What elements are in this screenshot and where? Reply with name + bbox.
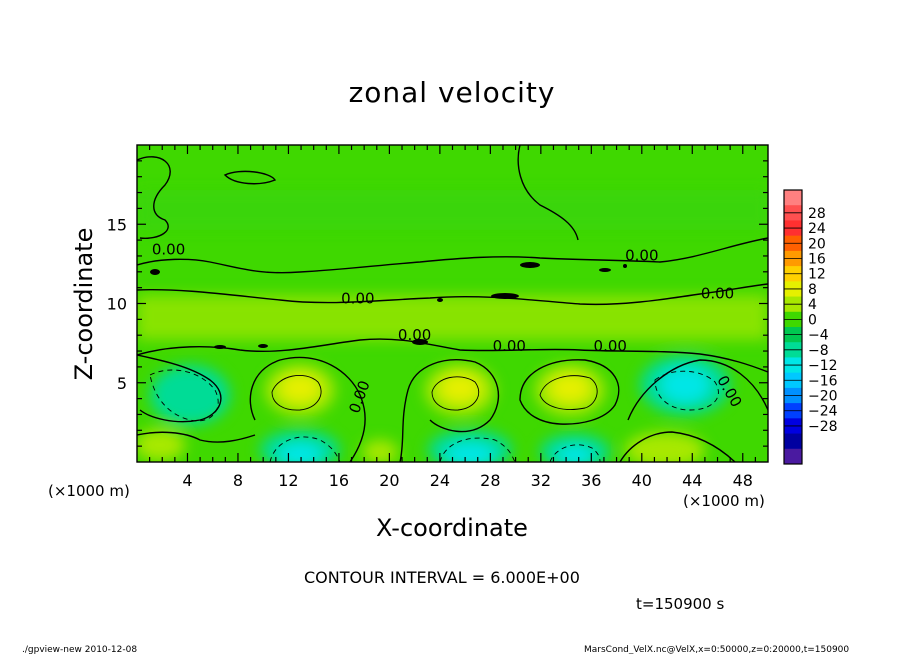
x-tick-label: 28 [480, 471, 500, 490]
y-axis-label: Z-coordinate [70, 228, 98, 381]
x-unit-left: (×1000 m) [48, 482, 130, 500]
colorbar-label: −4 [808, 328, 829, 344]
colorbar-swatch [784, 433, 802, 450]
negative-contours [149, 369, 719, 462]
contour-lines [137, 145, 768, 462]
y-tick-label: 15 [107, 215, 127, 234]
plot-area [137, 145, 768, 462]
x-tick-label: 4 [182, 471, 192, 490]
colorbar-swatch [784, 190, 802, 206]
colorbar-label: 28 [808, 206, 826, 222]
footer-left: ./gpview-new 2010-12-08 [22, 645, 137, 654]
contour-label: 0.00 [493, 337, 526, 355]
colorbar-label: 20 [808, 236, 826, 252]
footer-right: MarsCond_VelX.nc@VelX,x=0:50000,z=0:2000… [584, 645, 849, 654]
x-tick-label: 32 [531, 471, 551, 490]
color-field [137, 190, 768, 462]
colorbar-label: −16 [808, 373, 838, 389]
x-tick-label: 8 [233, 471, 243, 490]
x-tick-label: 36 [581, 471, 601, 490]
contour-label: 0.00 [398, 326, 431, 344]
x-tick-label: 40 [632, 471, 652, 490]
time-label: t=150900 s [636, 595, 724, 613]
x-tick-label: 20 [379, 471, 399, 490]
colorbar-label: 16 [808, 252, 826, 268]
contour-label: 0.00 [594, 337, 627, 355]
chart-title: zonal velocity [349, 76, 556, 109]
x-tick-label: 24 [430, 471, 450, 490]
contour-labels: 0.000.000.000.000.000.000.000.00 0.00 [152, 240, 746, 415]
contour-label: 0.00 [701, 285, 734, 303]
colorbar-label: −24 [808, 404, 838, 420]
colorbar-label: 8 [808, 282, 817, 298]
y-tick-label: 5 [117, 374, 127, 393]
colorbar-swatch [784, 448, 802, 465]
colorbar-label: 4 [808, 297, 817, 313]
contour-label: 0.00 [152, 240, 185, 258]
x-axis: 4 8 12 16 20 24 28 32 36 40 44 48 [149, 145, 756, 490]
x-unit-right: (×1000 m) [683, 492, 765, 510]
contour-label: 0.00 [341, 290, 374, 308]
colorbar-label: −28 [808, 419, 838, 435]
x-axis-label: X-coordinate [376, 514, 528, 542]
colorbar-label: 12 [808, 267, 826, 283]
colorbar-frame [783, 189, 803, 465]
x-tick-label: 16 [329, 471, 349, 490]
colorbar-label: −20 [808, 389, 838, 405]
colorbar-label: −12 [808, 358, 838, 374]
colorbar-label: 24 [808, 221, 826, 237]
contour-speckles [150, 262, 627, 349]
x-tick-label: 44 [682, 471, 702, 490]
x-tick-label: 48 [733, 471, 753, 490]
contour-interval: CONTOUR INTERVAL = 6.000E+00 [304, 568, 580, 587]
colorbar-label: −8 [808, 343, 829, 359]
contour-label: 0.00 [625, 247, 658, 265]
x-tick-label: 12 [278, 471, 298, 490]
y-axis: 5 10 15 [107, 160, 768, 447]
colorbar-label: 0 [808, 312, 817, 328]
y-tick-label: 10 [107, 295, 127, 314]
